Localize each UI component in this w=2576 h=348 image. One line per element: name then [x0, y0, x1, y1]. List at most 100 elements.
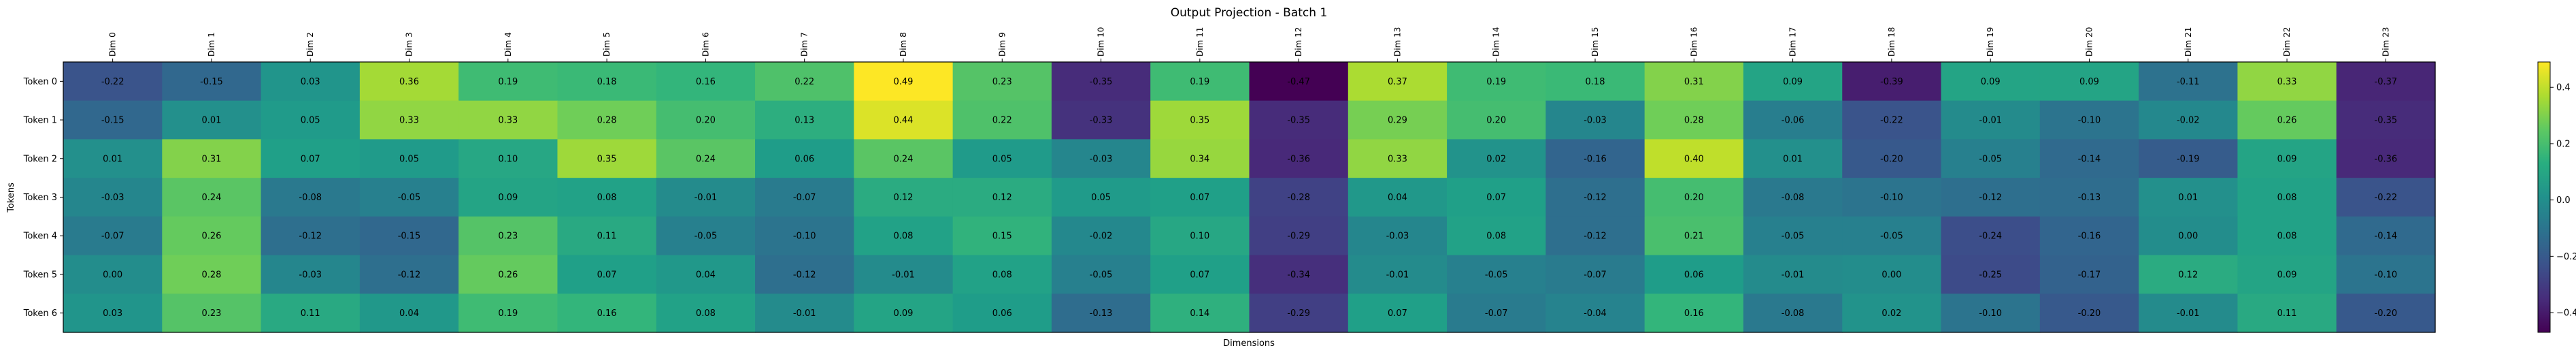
- cell-value-label: 0.10: [498, 154, 518, 164]
- cell-value-label: 0.23: [498, 232, 518, 242]
- heatmap-cell: [854, 62, 954, 101]
- cell-value-label: 0.11: [597, 232, 617, 242]
- cell-value-label: -0.37: [2375, 77, 2398, 87]
- y-tick-label: Token 5: [23, 270, 57, 280]
- heatmap-cell: [1051, 178, 1151, 217]
- cell-value-label: -0.03: [1584, 116, 1607, 126]
- colorbar-ticks: 0.4 0.2 0.0 −0.2 −0.4: [2550, 83, 2576, 319]
- heatmap-cell: [63, 294, 163, 333]
- heatmap-cell: [63, 255, 163, 294]
- heatmap-cell: [952, 294, 1052, 333]
- cell-value-label: 0.03: [103, 309, 122, 319]
- heatmap-cell: [1348, 62, 1448, 101]
- cell-value-label: -0.29: [1287, 309, 1310, 319]
- cell-value-label: 0.33: [1388, 154, 1407, 164]
- heatmap-cell: [1644, 100, 1744, 140]
- heatmap-cell: [1249, 139, 1349, 178]
- heatmap-cell: [458, 216, 558, 256]
- heatmap-cell: [952, 255, 1052, 294]
- heatmap-cell: [656, 139, 756, 178]
- heatmap-cell: [656, 216, 756, 256]
- x-tick-label: Dim 20: [2084, 27, 2094, 57]
- heatmap-cell: [2039, 294, 2139, 333]
- heatmap-cell: [1842, 255, 1942, 294]
- cell-value-label: -0.22: [2375, 193, 2398, 203]
- cell-value-label: -0.47: [1287, 77, 1310, 87]
- heatmap-cell: [1447, 62, 1546, 101]
- x-tick-label: Dim 10: [1097, 27, 1106, 57]
- heatmap-cell: [1447, 100, 1546, 140]
- cell-value-label: -0.07: [793, 193, 816, 203]
- heatmap-cell: [854, 255, 954, 294]
- cell-value-label: 0.05: [992, 154, 1012, 164]
- heatmap-cell: [656, 178, 756, 217]
- heatmap-cell: [656, 100, 756, 140]
- cell-value-label: -0.05: [1782, 232, 1805, 242]
- heatmap-cell: [755, 255, 854, 294]
- cell-value-label: 0.16: [597, 309, 617, 319]
- cell-value-label: 0.09: [498, 193, 518, 203]
- x-tick-label: Dim 9: [997, 32, 1007, 57]
- cell-value-label: -0.03: [1386, 232, 1409, 242]
- heatmap-cell: [1150, 255, 1250, 294]
- heatmap-cell: [63, 62, 163, 101]
- cell-value-label: -0.02: [1090, 232, 1113, 242]
- heatmap-cell: [1447, 178, 1546, 217]
- cell-value-label: 0.08: [894, 232, 914, 242]
- cell-value-label: -0.14: [2078, 154, 2101, 164]
- x-tick-label: Dim 14: [1492, 27, 1501, 57]
- cell-value-label: 0.05: [301, 116, 320, 126]
- heatmap-cell: [1545, 216, 1645, 256]
- heatmap-cell: [458, 62, 558, 101]
- heatmap-cell: [2039, 62, 2139, 101]
- heatmap-cell: [1348, 100, 1448, 140]
- heatmap-cell: [261, 139, 361, 178]
- x-tick-label: Dim 4: [503, 32, 513, 57]
- heatmap-cell: [2139, 100, 2239, 140]
- cell-value-label: 0.06: [1684, 270, 1704, 280]
- x-tick-label: Dim 5: [602, 32, 612, 57]
- heatmap-cell: [557, 139, 657, 178]
- cell-value-label: 0.01: [1783, 154, 1803, 164]
- heatmap-cell: [1743, 178, 1843, 217]
- cell-value-label: -0.15: [101, 116, 124, 126]
- cell-value-label: 0.09: [1981, 77, 2001, 87]
- colorbar-tick-label: −0.4: [2556, 309, 2576, 319]
- heatmap-cell: [261, 294, 361, 333]
- cell-value-label: 0.22: [992, 116, 1012, 126]
- heatmap-cell-labels: -0.22 -0.15 0.03 0.36 0.19 0.18 0.16 0.22 0.49 0.…: [101, 77, 2397, 319]
- cell-value-label: -0.20: [1880, 154, 1903, 164]
- cell-value-label: 0.26: [498, 270, 518, 280]
- cell-value-label: 0.21: [1684, 232, 1704, 242]
- cell-value-label: -0.15: [398, 232, 421, 242]
- x-tick-label: Dim 11: [1195, 27, 1205, 57]
- cell-value-label: -0.10: [2078, 116, 2101, 126]
- cell-value-label: -0.02: [2177, 116, 2200, 126]
- heatmap-cell: [557, 294, 657, 333]
- x-tick-label: Dim 19: [1986, 27, 1995, 57]
- heatmap-cell: [1348, 216, 1448, 256]
- heatmap-cell: [458, 294, 558, 333]
- heatmap-cell: [162, 294, 262, 333]
- heatmap-cell: [2336, 139, 2436, 178]
- heatmap-cell: [1348, 294, 1448, 333]
- heatmap-cell: [63, 216, 163, 256]
- heatmap-cell: [1545, 294, 1645, 333]
- heatmap-cell: [2237, 139, 2337, 178]
- heatmap-cell: [1150, 178, 1250, 217]
- cell-value-label: 0.02: [1881, 309, 1901, 319]
- heatmap-cell: [1644, 294, 1744, 333]
- cell-value-label: 0.01: [2178, 193, 2198, 203]
- heatmap-cell: [1348, 139, 1448, 178]
- heatmap-cell: [1743, 139, 1843, 178]
- heatmap-cell: [2336, 294, 2436, 333]
- heatmap-cell: [755, 100, 854, 140]
- heatmap-cell: [1644, 139, 1744, 178]
- heatmap-cell: [2039, 255, 2139, 294]
- cell-value-label: -0.05: [1880, 232, 1903, 242]
- cell-value-label: -0.20: [2375, 309, 2398, 319]
- cell-value-label: 0.18: [597, 77, 617, 87]
- heatmap-cell: [656, 255, 756, 294]
- cell-value-label: -0.01: [892, 270, 915, 280]
